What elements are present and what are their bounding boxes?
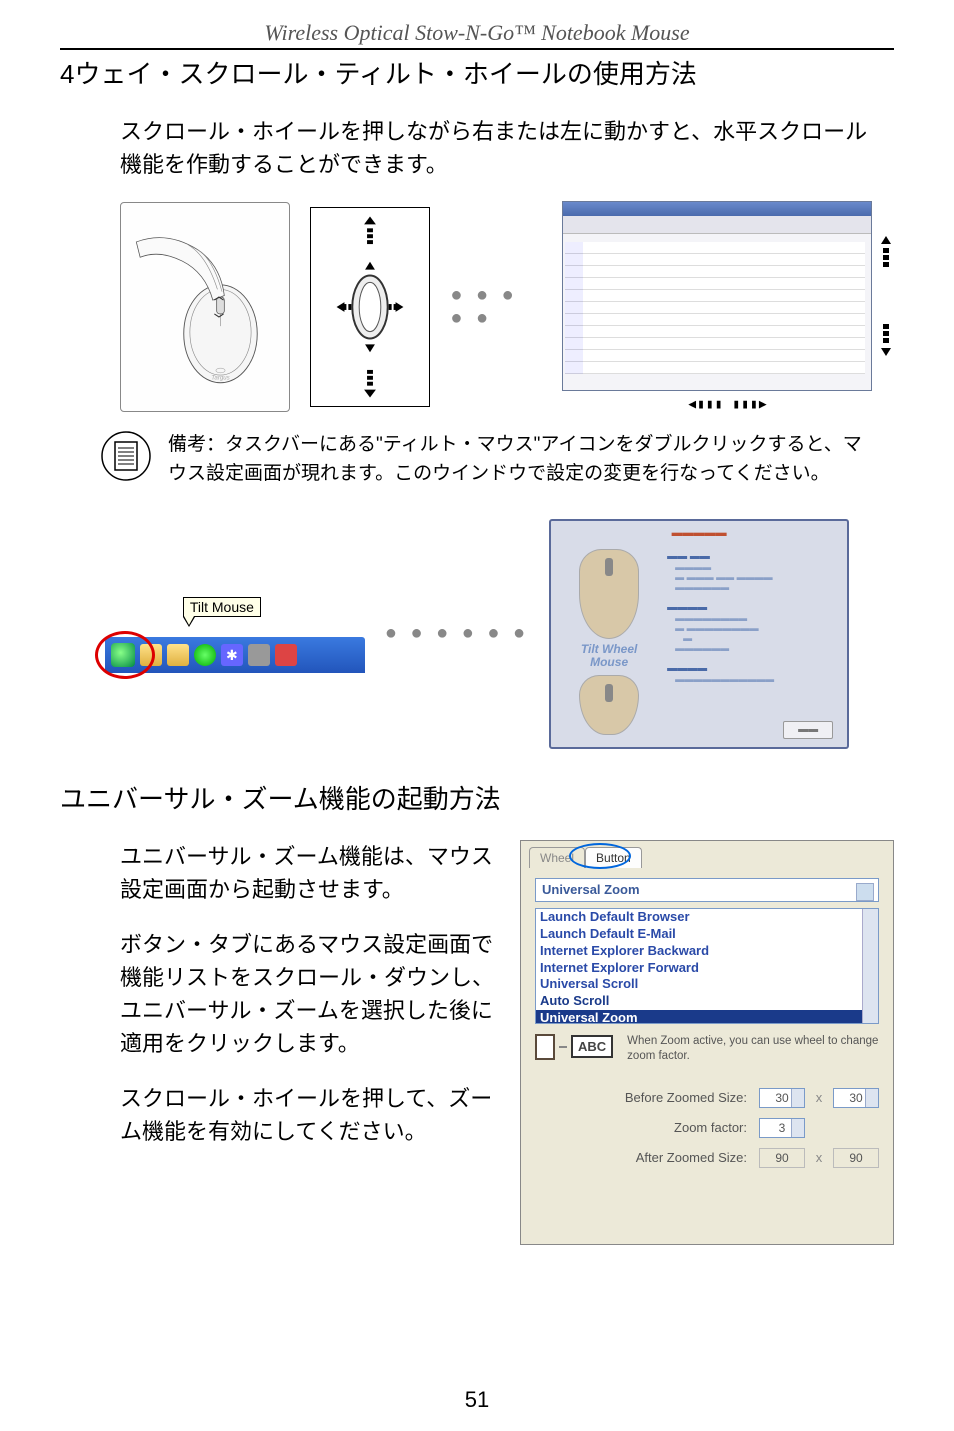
zoom-p1: ユニバーサル・ズーム機能は、マウス設定画面から起動させます。 [120,840,500,906]
zoom-factor-spinner[interactable]: 3 [759,1118,805,1138]
mouse-properties-dialog: Wheel Button Universal Zoom Launch Defau… [520,840,894,1245]
tray-icon [275,644,297,666]
list-item[interactable]: Universal Scroll [536,976,878,993]
settings-button: ▬▬ [783,721,833,739]
note-row: 備考：タスクバーにある"ティルト・マウス"アイコンをダブルクリックすると、マウス… [100,430,874,489]
settings-window-title: ▬▬▬▬▬ [551,521,847,543]
folder-icon [167,644,189,666]
list-item[interactable]: Launch Default E-Mail [536,926,878,943]
zoom-p3: スクロール・ホイールを押して、ズーム機能を有効にしてください。 [120,1082,500,1148]
svg-text:Targus: Targus [211,374,229,381]
spreadsheet-screenshot [562,201,872,391]
page-number: 51 [0,1387,954,1413]
after-width-value: 90 [759,1148,805,1168]
list-item-selected[interactable]: Universal Zoom [536,1010,878,1024]
function-combo[interactable]: Universal Zoom [535,878,879,902]
x-separator: x [813,1150,825,1165]
figure-row-2: Tilt Mouse ✱ ● ● ● ● ● ● ▬▬▬▬▬ Tilt Whee… [60,519,894,749]
before-size-label: Before Zoomed Size: [535,1090,751,1105]
bluetooth-icon: ✱ [221,644,243,666]
list-scrollbar[interactable] [862,909,878,1023]
zoom-demo-text: When Zoom active, you can use wheel to c… [627,1034,879,1064]
after-size-label: After Zoomed Size: [535,1150,751,1165]
zoom-demo: ABC When Zoom active, you can use wheel … [535,1034,879,1064]
zoom-p2: ボタン・タブにあるマウス設定画面で機能リストをスクロール・ダウンし、ユニバーサル… [120,928,500,1060]
connector-dots-1: ● ● ● ● ● [450,284,542,330]
tray-icon [194,644,216,666]
settings-details: ▬▬ ▬▬ ▬▬▬▬ ▬ ▬▬▬ ▬▬ ▬▬▬▬ ▬▬▬▬▬▬ ▬▬▬▬ ▬▬▬… [667,547,839,739]
wheel-4way-diagram [310,207,430,407]
mouse-label: Mouse [559,656,659,669]
vertical-scroll-indicator [878,201,894,391]
list-item[interactable]: Internet Explorer Forward [536,960,878,977]
horizontal-scroll-indicator: ◀▮▮▮ ▮▮▮▶ [688,397,767,412]
section1-body: スクロール・ホイールを押しながら右または左に動かすと、水平スクロール機能を作動す… [120,115,874,181]
tray-icon [248,644,270,666]
note-text: 備考：タスクバーにある"ティルト・マウス"アイコンをダブルクリックすると、マウス… [168,430,874,489]
connector-dots-2: ● ● ● ● ● ● [385,622,529,645]
taskbar-highlight-circle [95,631,155,679]
function-list[interactable]: Launch Default Browser Launch Default E-… [535,908,879,1024]
figure-row-1: Targus ● ● ● ● ● [120,201,894,412]
abc-badge: ABC [571,1035,613,1058]
x-separator: x [813,1090,825,1105]
tilt-mouse-tooltip: Tilt Mouse [183,597,261,617]
list-item[interactable]: Auto Scroll [536,993,878,1010]
before-width-spinner[interactable]: 30 [759,1088,805,1108]
document-icon [589,1057,615,1089]
section-title-zoom: ユニバーサル・ズーム機能の起動方法 [60,779,894,816]
mouse-settings-window: ▬▬▬▬▬ Tilt Wheel Mouse ▬▬ ▬▬ ▬▬▬▬ ▬ ▬▬▬ … [549,519,849,749]
page-header: Wireless Optical Stow-N-Go™ Notebook Mou… [60,20,894,50]
zoom-factor-label: Zoom factor: [535,1120,751,1135]
mouse-hand-illustration: Targus [120,202,290,412]
mouse-thumbnail [579,549,639,639]
lower-content: ユニバーサル・ズーム機能は、マウス設定画面から起動させます。 ボタン・タブにある… [60,840,894,1245]
taskbar: ✱ [105,637,365,673]
mouse-thumbnail [579,675,639,735]
list-item[interactable]: Internet Explorer Backward [536,943,878,960]
document-icon [535,1034,555,1060]
note-icon [100,430,152,482]
after-height-value: 90 [833,1148,879,1168]
section-title-tilt: 4ウェイ・スクロール・ティルト・ホイールの使用方法 [60,54,894,91]
button-tab-highlight-circle [569,843,631,869]
list-item[interactable]: Launch Default Browser [536,909,878,926]
before-height-spinner[interactable]: 30 [833,1088,879,1108]
taskbar-screenshot: Tilt Mouse ✱ [105,595,365,673]
